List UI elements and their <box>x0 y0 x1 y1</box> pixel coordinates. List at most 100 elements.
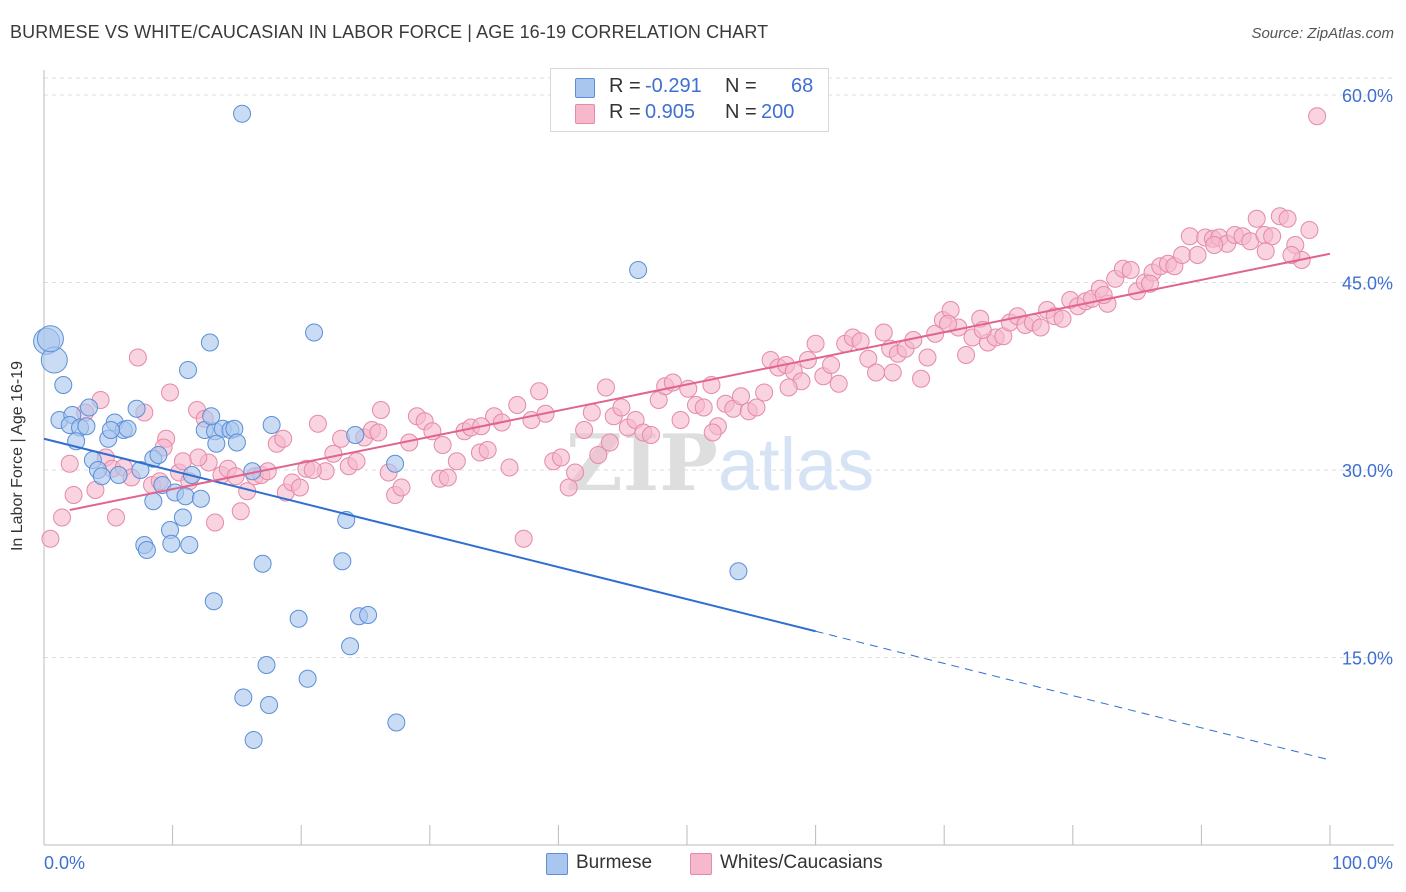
white-n-value: 200 <box>761 101 795 123</box>
white-caucasian-point <box>41 529 60 548</box>
burmese-point <box>359 606 378 624</box>
white-caucasian-point <box>369 423 388 442</box>
burmese-trend-line <box>43 437 816 633</box>
white-caucasian-point <box>575 421 594 439</box>
white-caucasian-point <box>1180 227 1199 246</box>
stats-box: R = -0.291 N = 68 R = 0.905 N = 200 <box>550 68 829 132</box>
white-caucasian-point <box>1053 309 1072 328</box>
burmese-point <box>176 487 195 506</box>
white-caucasian-point <box>1031 318 1050 337</box>
white-caucasian-point <box>551 448 570 467</box>
white-caucasian-point <box>566 463 585 482</box>
burmese-point <box>346 426 365 444</box>
white-caucasian-point <box>231 502 250 521</box>
legend-swatch-white <box>690 853 712 875</box>
axes <box>43 70 1394 846</box>
white-caucasian-point <box>60 454 79 473</box>
burmese-point <box>729 562 748 581</box>
white-caucasian-point <box>1140 274 1159 293</box>
white-caucasian-point <box>596 378 615 397</box>
white-caucasian-point <box>107 508 126 527</box>
burmese-point <box>162 534 181 553</box>
burmese-point <box>234 688 253 707</box>
white-caucasian-point <box>829 374 848 393</box>
watermark: ZIPatlas <box>566 418 874 509</box>
burmese-swatch <box>575 78 595 98</box>
x-tick-label: 100.0% <box>1332 853 1393 873</box>
burmese-point <box>289 609 308 628</box>
burmese-point <box>253 554 272 573</box>
white-caucasian-point <box>64 486 83 504</box>
burmese-n-value: 68 <box>791 75 814 97</box>
burmese-point <box>257 656 276 674</box>
white-caucasian-point <box>274 429 293 448</box>
white-trend-line <box>69 252 1331 511</box>
white-caucasian-point <box>530 382 549 401</box>
burmese-point <box>118 419 137 438</box>
white-caucasian-point <box>779 378 798 397</box>
white-caucasian-point <box>612 398 631 417</box>
white-caucasian-point <box>1256 242 1275 261</box>
source-label: Source: ZipAtlas.com <box>1251 25 1394 42</box>
white-caucasian-point <box>755 383 774 402</box>
y-tick-label: 45.0% <box>1342 274 1393 294</box>
white-r-value: 0.905 <box>645 101 696 123</box>
white-caucasian-point <box>53 508 72 527</box>
white-caucasian-point <box>438 468 457 487</box>
white-caucasian-point <box>822 356 841 374</box>
legend-swatch-burmese <box>546 853 568 875</box>
r-label: R = <box>609 101 641 123</box>
white-caucasian-point <box>859 349 878 368</box>
white-caucasian-point <box>1300 221 1319 239</box>
r-label: R = <box>609 75 641 97</box>
white-caucasian-point <box>559 478 578 497</box>
trend-lines <box>43 252 1331 761</box>
x-tick-label: 0.0% <box>44 853 85 873</box>
burmese-point <box>127 399 146 418</box>
white-caucasian-point <box>874 323 893 342</box>
white-caucasian-point <box>1263 227 1282 246</box>
white-caucasian-point <box>303 461 322 479</box>
white-caucasian-point <box>806 334 825 353</box>
tick-labels: 15.0% 30.0% 45.0% 60.0% 0.0% 100.0% <box>44 86 1393 873</box>
white-caucasian-point <box>478 441 497 459</box>
y-tick-label: 15.0% <box>1342 649 1393 669</box>
white-caucasian-point <box>918 348 937 367</box>
burmese-point <box>204 592 223 611</box>
legend-label-white: Whites/Caucasians <box>720 852 883 873</box>
white-caucasian-point <box>1121 261 1140 279</box>
white-caucasian-point <box>883 363 902 382</box>
white-caucasian-point <box>694 398 713 417</box>
white-caucasian-point <box>671 411 690 429</box>
gridlines <box>44 77 1394 658</box>
burmese-point <box>386 454 405 473</box>
white-caucasian-point <box>308 414 327 433</box>
white-caucasian-point <box>161 383 180 402</box>
burmese-point <box>260 696 279 714</box>
burmese-point <box>144 492 163 511</box>
legend-label-burmese: Burmese <box>576 852 653 873</box>
burmese-point <box>233 104 252 123</box>
burmese-point <box>173 508 192 527</box>
white-caucasian-point <box>433 436 452 454</box>
white-caucasian-point <box>1247 209 1266 228</box>
burmese-point <box>149 446 168 464</box>
white-caucasian-point <box>128 348 147 367</box>
burmese-r-value: -0.291 <box>645 75 702 97</box>
burmese-point <box>341 637 360 656</box>
white-caucasian-point <box>732 387 751 406</box>
burmese-point <box>629 261 648 279</box>
burmese-point <box>298 669 317 688</box>
burmese-point <box>179 361 198 379</box>
white-caucasian-point <box>582 403 601 422</box>
burmese-point <box>80 398 99 417</box>
burmese-points <box>33 104 748 749</box>
n-label: N = <box>725 101 757 123</box>
burmese-point <box>333 552 352 571</box>
white-caucasian-point <box>957 346 976 364</box>
white-caucasian-point <box>703 423 722 442</box>
white-caucasian-point <box>508 396 527 414</box>
white-caucasian-point <box>1205 236 1224 254</box>
white-caucasian-point <box>347 452 366 471</box>
white-caucasian-point <box>641 426 660 444</box>
